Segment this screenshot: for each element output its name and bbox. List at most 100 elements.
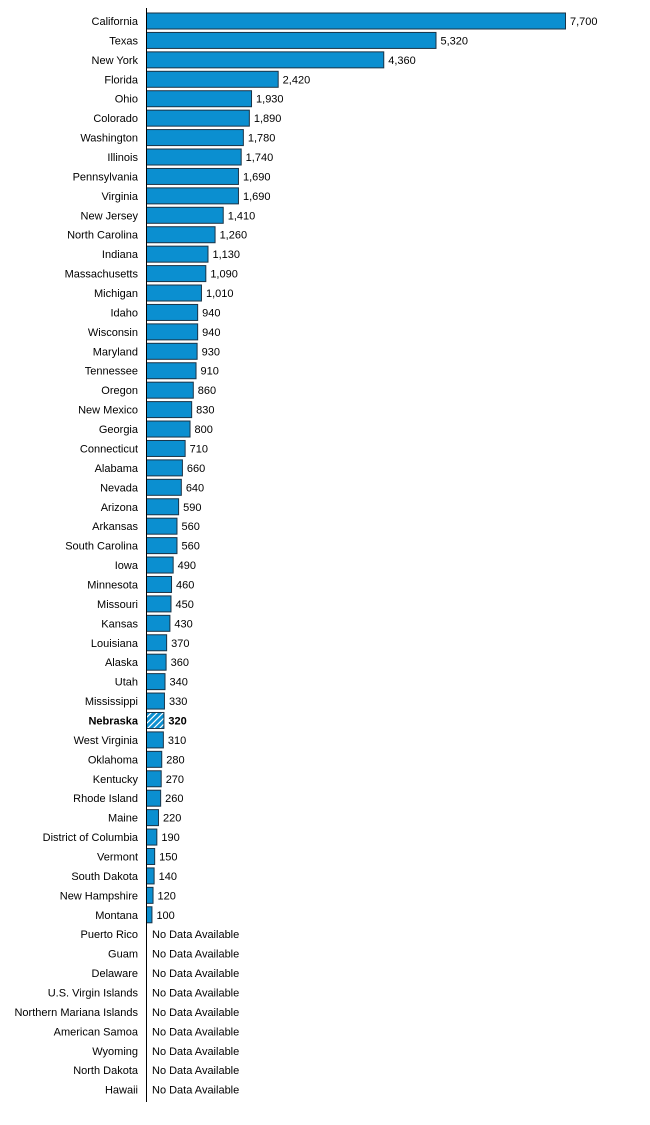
category-label-delaware: Delaware — [92, 968, 138, 980]
category-label-north-carolina: North Carolina — [67, 230, 139, 242]
bar-new-york — [146, 51, 385, 69]
value-label-texas: 5,320 — [440, 35, 468, 47]
value-label-oklahoma: 280 — [166, 754, 184, 766]
value-label-minnesota: 460 — [176, 579, 194, 591]
category-label-new-york: New York — [92, 55, 139, 67]
category-label-iowa: Iowa — [115, 560, 139, 572]
bar-texas — [146, 31, 437, 49]
value-label-american-samoa: No Data Available — [152, 1026, 239, 1038]
category-label-new-jersey: New Jersey — [81, 210, 139, 222]
category-label-alaska: Alaska — [105, 657, 139, 669]
value-label-vermont: 150 — [159, 851, 177, 863]
bar-florida — [146, 70, 279, 88]
value-label-maryland: 930 — [202, 346, 220, 358]
category-label-montana: Montana — [95, 910, 139, 922]
value-label-kentucky: 270 — [166, 774, 184, 786]
value-label-northern-mariana-islands: No Data Available — [152, 1007, 239, 1019]
bar-south-dakota — [146, 867, 155, 885]
value-label-california: 7,700 — [570, 16, 598, 28]
category-label-u-s-virgin-islands: U.S. Virgin Islands — [48, 988, 139, 1000]
value-label-florida: 2,420 — [283, 74, 311, 86]
category-label-mississippi: Mississippi — [85, 696, 138, 708]
bar-new-mexico — [146, 401, 193, 419]
bar-kansas — [146, 614, 171, 632]
value-label-guam: No Data Available — [152, 949, 239, 961]
value-label-south-dakota: 140 — [159, 871, 177, 883]
value-label-new-york: 4,360 — [388, 55, 416, 67]
value-label-washington: 1,780 — [248, 133, 276, 145]
value-label-new-mexico: 830 — [196, 405, 214, 417]
bar-california — [146, 12, 566, 30]
bar-colorado — [146, 109, 250, 127]
category-label-new-hampshire: New Hampshire — [60, 890, 138, 902]
bar-rhode-island — [146, 789, 162, 807]
value-label-u-s-virgin-islands: No Data Available — [152, 988, 239, 1000]
category-labels-group: California Texas New York Florida Ohio Colora… — [14, 16, 138, 1097]
category-label-virginia: Virginia — [102, 191, 139, 203]
category-label-illinois: Illinois — [107, 152, 138, 164]
category-label-rhode-island: Rhode Island — [73, 793, 138, 805]
value-label-district-of-columbia: 190 — [161, 832, 179, 844]
bar-nevada — [146, 478, 182, 496]
bar-oklahoma — [146, 750, 163, 768]
category-label-kentucky: Kentucky — [93, 774, 139, 786]
bar-nebraska — [146, 711, 165, 729]
bar-utah — [146, 673, 166, 691]
value-label-louisiana: 370 — [171, 638, 189, 650]
category-label-vermont: Vermont — [97, 851, 138, 863]
value-label-iowa: 490 — [178, 560, 196, 572]
category-label-northern-mariana-islands: Northern Mariana Islands — [14, 1007, 138, 1019]
value-label-new-jersey: 1,410 — [228, 210, 256, 222]
bar-maryland — [146, 342, 198, 360]
category-label-minnesota: Minnesota — [87, 579, 139, 591]
value-label-virginia: 1,690 — [243, 191, 271, 203]
bar-new-jersey — [146, 206, 224, 224]
category-label-alabama: Alabama — [95, 463, 139, 475]
category-label-west-virginia: West Virginia — [74, 735, 139, 747]
value-labels-group: 7,700 5,320 4,360 2,420 1,930 1,890 1,780 1,740… — [152, 16, 598, 1097]
bar-vermont — [146, 847, 156, 865]
category-label-guam: Guam — [108, 949, 138, 961]
value-label-michigan: 1,010 — [206, 288, 234, 300]
bar-missouri — [146, 595, 172, 613]
value-label-georgia: 800 — [195, 424, 213, 436]
category-label-nevada: Nevada — [100, 482, 139, 494]
category-label-south-dakota: South Dakota — [71, 871, 139, 883]
value-label-montana: 100 — [156, 910, 174, 922]
category-label-new-mexico: New Mexico — [78, 405, 138, 417]
category-label-arkansas: Arkansas — [92, 521, 138, 533]
category-label-missouri: Missouri — [97, 599, 138, 611]
bar-north-carolina — [146, 226, 216, 244]
category-label-north-dakota: North Dakota — [73, 1065, 139, 1077]
category-label-massachusetts: Massachusetts — [65, 269, 139, 281]
value-label-hawaii: No Data Available — [152, 1085, 239, 1097]
bar-minnesota — [146, 575, 173, 593]
category-label-connecticut: Connecticut — [80, 443, 138, 455]
category-label-utah: Utah — [115, 677, 138, 689]
value-label-nebraska: 320 — [168, 715, 186, 727]
value-label-connecticut: 710 — [190, 443, 208, 455]
bars-group — [146, 12, 566, 924]
category-label-wisconsin: Wisconsin — [88, 327, 138, 339]
bar-mississippi — [146, 692, 165, 710]
value-label-oregon: 860 — [198, 385, 216, 397]
value-label-mississippi: 330 — [169, 696, 187, 708]
category-label-puerto-rico: Puerto Rico — [81, 929, 138, 941]
bar-arizona — [146, 498, 180, 516]
bar-ohio — [146, 90, 253, 108]
bar-oregon — [146, 381, 194, 399]
category-label-michigan: Michigan — [94, 288, 138, 300]
bar-maine — [146, 809, 159, 827]
value-label-ohio: 1,930 — [256, 94, 284, 106]
bar-tennessee — [146, 362, 197, 380]
value-label-illinois: 1,740 — [246, 152, 274, 164]
value-label-kansas: 430 — [174, 618, 192, 630]
value-label-pennsylvania: 1,690 — [243, 171, 271, 183]
bar-washington — [146, 129, 244, 147]
bar-idaho — [146, 303, 199, 321]
value-label-maine: 220 — [163, 813, 181, 825]
bar-montana — [146, 906, 153, 924]
value-label-west-virginia: 310 — [168, 735, 186, 747]
value-label-north-carolina: 1,260 — [220, 230, 248, 242]
